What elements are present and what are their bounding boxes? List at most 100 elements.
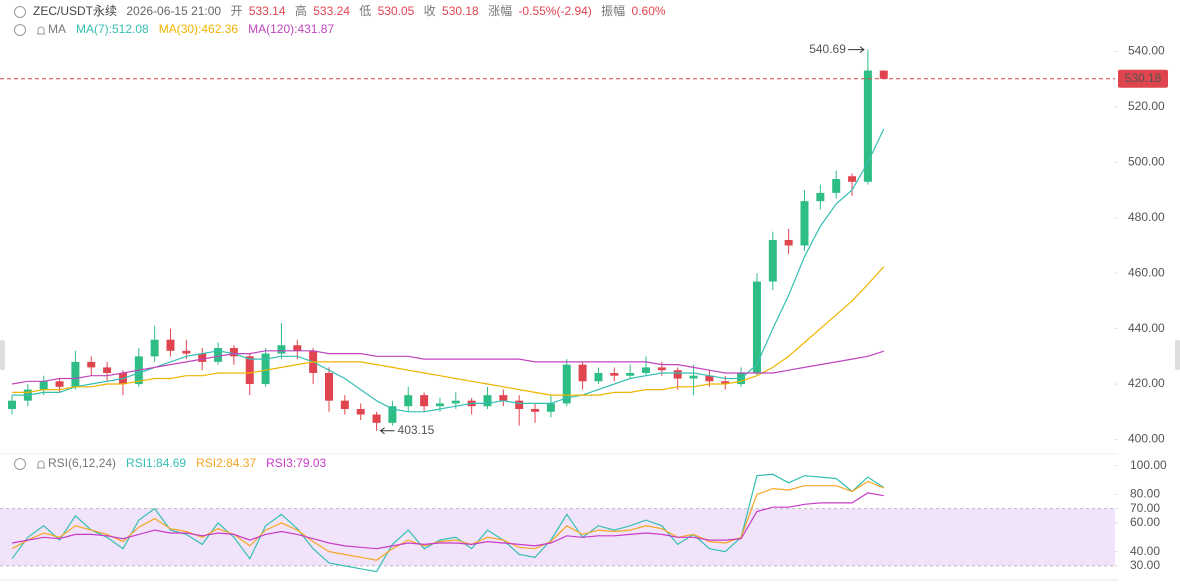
candle-body <box>150 339 159 357</box>
ma-legend: MA MA(7):512.08 MA(30):462.36 MA(120):431.8… <box>48 22 334 36</box>
candle-body <box>531 408 540 412</box>
low-value: 530.05 <box>378 4 415 18</box>
candle-body <box>800 201 809 246</box>
candle-body <box>71 361 80 387</box>
candle-body <box>657 367 666 371</box>
low-label: 低 <box>359 4 371 18</box>
candle-body <box>55 381 64 387</box>
candle-body <box>372 414 381 423</box>
candle-body <box>546 403 555 412</box>
candle-body <box>277 345 286 354</box>
candle-body <box>103 367 112 373</box>
rsi-label: RSI(6,12,24) <box>48 456 116 470</box>
open-value: 533.14 <box>249 4 286 18</box>
y-tick-label: 420.00 <box>1128 376 1165 390</box>
ma-label: MA <box>48 22 66 36</box>
y-tick-label: 440.00 <box>1128 321 1165 335</box>
candle-body <box>87 361 96 368</box>
time: 2026-06-15 21:00 <box>126 4 221 18</box>
last-price-tag <box>1118 69 1168 88</box>
rsi-legend: RSI(6,12,24) RSI1:84.69 RSI2:84.37 RSI3:79.… <box>48 456 327 470</box>
candle-body <box>879 70 888 79</box>
last-price-label: 530.18 <box>1125 71 1162 85</box>
legend-entry: RSI1:84.69 <box>126 456 186 470</box>
candle-body <box>848 176 857 182</box>
candle-body <box>229 348 238 357</box>
candle-body <box>198 353 207 362</box>
symbol: ZEC/USDT永续 <box>33 4 117 18</box>
candle-body <box>705 375 714 382</box>
legend-entry: MA(30):462.36 <box>159 22 239 36</box>
candle-body <box>673 370 682 379</box>
rsi-line <box>11 492 884 550</box>
high-label: 高 <box>295 3 307 18</box>
rsi-tick-label: 30.00 <box>1130 558 1160 572</box>
candle-body <box>689 375 698 379</box>
change-value: -0.55%(-2.94) <box>518 4 591 18</box>
alert-icon[interactable] <box>37 26 45 35</box>
candle-body <box>293 345 302 351</box>
candle-body <box>8 400 16 409</box>
rsi-line <box>11 480 885 561</box>
rsi-tick-label: 70.00 <box>1130 501 1160 515</box>
y-tick-label: 540.00 <box>1128 44 1165 58</box>
candle-body <box>404 395 413 407</box>
candle-body <box>721 381 730 385</box>
candle-body <box>752 281 761 373</box>
candle-body <box>435 403 444 407</box>
candle-body <box>39 381 48 390</box>
close-label: 收 <box>424 4 436 18</box>
rsi-tick-label: 40.00 <box>1130 544 1160 558</box>
candle-body <box>832 179 841 193</box>
candle-body <box>182 350 191 354</box>
candle-body <box>768 239 777 282</box>
y-tick-label: 500.00 <box>1128 155 1165 169</box>
y-tick-label: 520.00 <box>1128 99 1165 113</box>
rsi-tick-label: 80.00 <box>1130 486 1160 500</box>
legend-entry: RSI3:79.03 <box>266 456 326 470</box>
candle-body <box>214 348 223 362</box>
collapse-icon[interactable] <box>14 6 26 18</box>
candle-body <box>863 70 872 182</box>
left-handle[interactable] <box>0 340 5 370</box>
candle-body <box>642 367 650 373</box>
collapse-icon[interactable] <box>14 24 26 36</box>
high-arrow <box>847 46 865 54</box>
candle-body <box>420 395 429 407</box>
collapse-icon[interactable] <box>14 458 26 470</box>
amplitude-value: 0.60% <box>632 4 666 18</box>
candle-body <box>261 353 270 385</box>
rsi-line <box>11 473 885 573</box>
candle-body <box>610 372 619 376</box>
header: ZEC/USDT永续 2026-06-15 21:00 开 533.14 高 5… <box>33 3 666 18</box>
right-handle[interactable] <box>1175 340 1180 370</box>
high-value: 533.24 <box>313 4 350 18</box>
low-arrow <box>379 427 395 435</box>
candle-body <box>356 408 365 415</box>
candle-body <box>340 400 349 409</box>
low-label: 403.15 <box>398 423 435 437</box>
candle-body <box>784 239 793 246</box>
rsi-tick-label: 60.00 <box>1130 515 1160 529</box>
candle-body <box>388 406 397 423</box>
high-label: 540.69 <box>809 42 846 56</box>
candle-body <box>816 192 825 202</box>
alert-icon[interactable] <box>37 460 45 469</box>
close-value: 530.18 <box>442 4 479 18</box>
candle-body <box>626 372 635 376</box>
legend-entry: MA(120):431.87 <box>248 22 334 36</box>
candle-body <box>325 372 333 401</box>
candle-body <box>499 395 508 401</box>
ma-line <box>11 350 884 385</box>
candle-body <box>483 395 492 407</box>
y-tick-label: 480.00 <box>1128 210 1165 224</box>
candle-body <box>515 400 524 409</box>
y-tick-label: 460.00 <box>1128 265 1165 279</box>
legend-entry: RSI2:84.37 <box>196 456 256 470</box>
candle-body <box>451 400 460 404</box>
y-tick-label: 400.00 <box>1128 432 1165 446</box>
rsi-tick-label: 100.00 <box>1130 458 1167 472</box>
amplitude-label: 振幅 <box>601 3 625 18</box>
